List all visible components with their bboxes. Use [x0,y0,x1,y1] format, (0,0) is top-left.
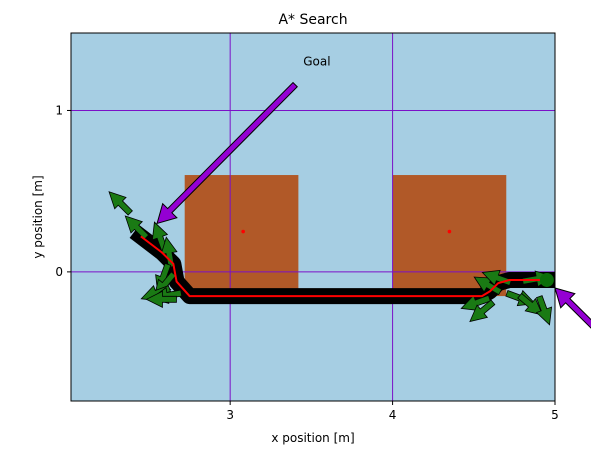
x-tick-label: 3 [226,408,234,422]
obstacles-layer [184,175,507,297]
heading-arrow-shape [517,292,544,316]
annotation-arrow-2 [554,287,591,332]
marker-layer [539,272,554,287]
start-marker [539,272,554,287]
path-layer [140,235,551,298]
x-tick-label: 4 [389,408,397,422]
heading-arrow [108,191,133,216]
heading-arrow-shape [108,191,133,216]
heading-arrow [535,295,553,326]
heading-arrow-shape [535,295,553,326]
heading-arrow [473,276,503,296]
heading-arrows-layer [108,191,554,326]
heading-arrow [145,290,177,308]
obstacle-center-1 [241,229,245,234]
heading-arrow [124,215,150,240]
y-tick-label: 1 [55,103,63,117]
y-tick-label: 0 [55,265,63,279]
heading-arrow-shape [469,299,496,323]
x-axis-label: x position [m] [271,431,354,445]
chart-title: A* Search [278,12,347,28]
grid-layer [71,33,555,401]
ticks-layer: 3 4 5 0 1 [55,103,558,422]
x-tick-label: 5 [551,408,559,422]
y-axis-label: y position [m] [31,175,45,258]
annotation-arrow-shape [156,81,298,225]
annotation-arrow-1 [156,81,298,225]
plot-frame [70,32,556,402]
annotation-layer: Goal [156,54,591,332]
heading-arrow-shape [473,276,503,296]
annotation-arrow-shape [554,287,591,332]
obstacle-center-2 [447,229,452,234]
heading-arrow-shape [124,215,150,240]
heading-arrow-shape [145,290,177,308]
obstacle-1 [184,175,299,297]
annotation-label: Goal [303,54,330,68]
planned-path [140,235,551,298]
heading-arrow [517,292,544,316]
heading-arrow [469,299,496,323]
